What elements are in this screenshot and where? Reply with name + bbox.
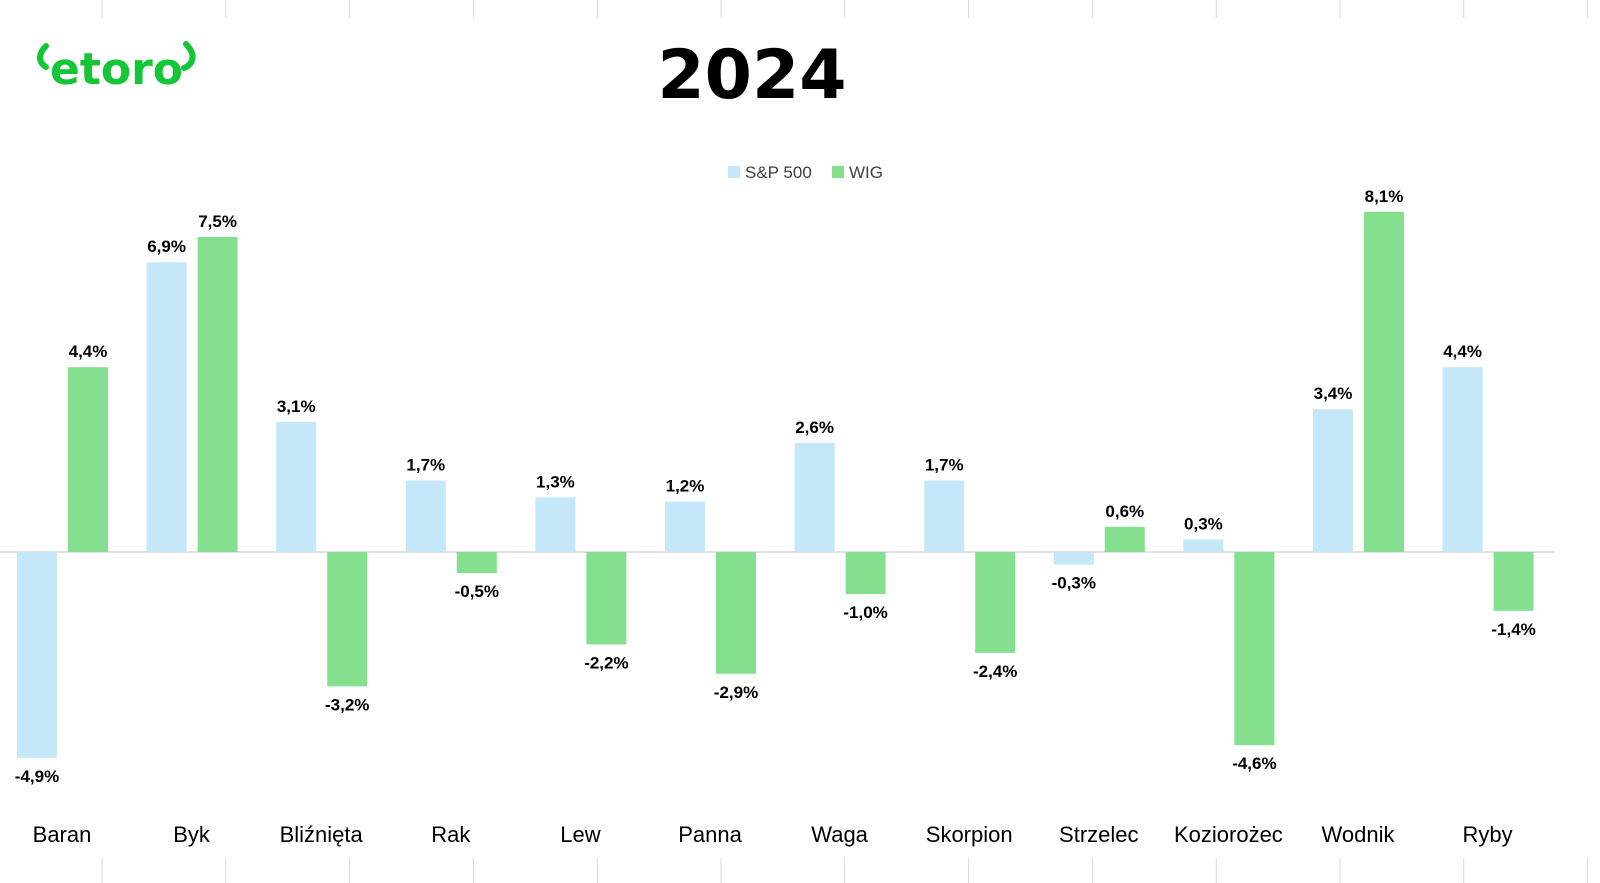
category-label: Rak xyxy=(431,822,471,847)
bar-sp500 xyxy=(1053,552,1094,565)
bar-sp500 xyxy=(405,480,446,552)
bar-sp500 xyxy=(1442,367,1483,552)
bar-wig xyxy=(1234,552,1275,746)
data-label-wig: -2,9% xyxy=(714,683,758,702)
data-label-sp500: 1,7% xyxy=(925,456,964,475)
edge-ticks xyxy=(101,0,1589,883)
data-label-wig: -1,0% xyxy=(843,603,887,622)
category-label: Waga xyxy=(811,822,868,847)
data-label-wig: -3,2% xyxy=(325,695,369,714)
data-label-sp500: 6,9% xyxy=(147,237,186,256)
data-label-wig: -2,2% xyxy=(584,653,628,672)
bar-wig xyxy=(456,552,497,573)
bar-wig xyxy=(1104,526,1145,552)
legend-swatch-wig xyxy=(832,166,844,178)
data-label-sp500: 3,1% xyxy=(277,397,316,416)
category-label: Panna xyxy=(678,822,742,847)
data-label-wig: -2,4% xyxy=(973,662,1017,681)
data-label-sp500: 1,3% xyxy=(536,472,575,491)
bar-sp500 xyxy=(17,552,57,758)
data-label-wig: 0,6% xyxy=(1105,502,1144,521)
data-label-wig: 4,4% xyxy=(69,342,108,361)
bar-wig xyxy=(197,237,238,552)
etoro-logo: etoro xyxy=(37,41,196,95)
logo-text: etoro xyxy=(50,44,183,95)
legend-label-sp500: S&P 500 xyxy=(745,163,812,182)
bar-sp500 xyxy=(276,421,317,552)
bar-wig xyxy=(975,552,1016,653)
plot-area: -4,9% 4,4% Baran 6,9% 7,5% Byk 3,1% -3,2% Bliźni… xyxy=(0,187,1555,847)
data-label-sp500: 4,4% xyxy=(1443,342,1482,361)
logo-right-horn-icon xyxy=(181,41,196,71)
bar-wig xyxy=(1493,552,1534,611)
data-label-wig: -0,5% xyxy=(455,582,499,601)
bar-wig xyxy=(68,367,108,552)
legend-swatch-sp500 xyxy=(728,166,740,178)
bar-sp500 xyxy=(1313,409,1353,552)
category-label: Strzelec xyxy=(1059,822,1138,847)
logo-left-horn-icon xyxy=(37,43,49,70)
data-label-sp500: -4,9% xyxy=(15,767,59,786)
data-label-sp500: 3,4% xyxy=(1314,384,1353,403)
category-label: Byk xyxy=(173,822,211,847)
bar-wig xyxy=(586,552,627,645)
bar-sp500 xyxy=(924,480,965,552)
data-label-sp500: 1,7% xyxy=(406,456,445,475)
category-label: Koziorożec xyxy=(1174,822,1283,847)
bar-sp500 xyxy=(794,442,835,552)
chart-title: 2024 xyxy=(657,36,846,115)
bar-sp500 xyxy=(535,497,576,552)
legend: S&P 500 WIG xyxy=(728,163,883,182)
data-label-sp500: 1,2% xyxy=(666,477,705,496)
legend-label-wig: WIG xyxy=(849,163,883,182)
data-label-wig: 8,1% xyxy=(1365,187,1404,206)
bar-wig xyxy=(1364,211,1404,553)
category-label: Wodnik xyxy=(1322,822,1396,847)
data-label-wig: -4,6% xyxy=(1232,754,1276,773)
bar-sp500 xyxy=(1183,539,1224,552)
data-label-sp500: 2,6% xyxy=(795,418,834,437)
data-label-sp500: 0,3% xyxy=(1184,514,1223,533)
category-label: Bliźnięta xyxy=(280,822,364,847)
category-label: Skorpion xyxy=(926,822,1013,847)
category-label: Lew xyxy=(560,822,600,847)
category-label: Baran xyxy=(33,822,92,847)
data-label-sp500: -0,3% xyxy=(1052,574,1096,593)
category-label: Ryby xyxy=(1463,822,1513,847)
data-label-wig: -1,4% xyxy=(1491,620,1535,639)
bar-wig xyxy=(327,552,368,687)
data-label-wig: 7,5% xyxy=(198,212,237,231)
bar-sp500 xyxy=(665,501,705,552)
bar-wig xyxy=(845,552,886,594)
bar-sp500 xyxy=(146,262,187,552)
bar-wig xyxy=(716,552,756,674)
